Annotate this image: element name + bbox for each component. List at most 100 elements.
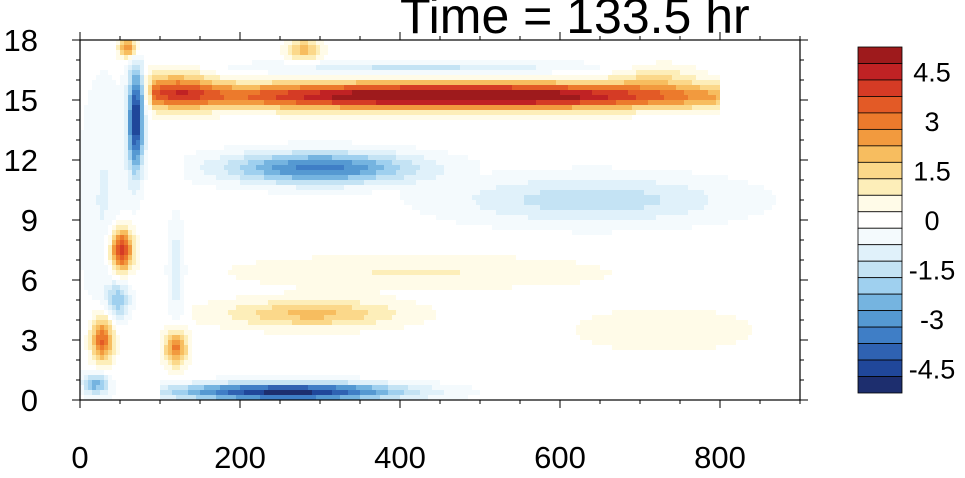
heatmap-cell (284, 55, 289, 61)
heatmap-cell (176, 115, 181, 121)
heatmap-cell (600, 175, 605, 181)
heatmap-cell (472, 155, 477, 161)
heatmap-cell (272, 145, 277, 151)
heatmap-cell (380, 115, 385, 121)
heatmap-cell (340, 75, 345, 81)
heatmap-cell (728, 155, 733, 161)
heatmap-cell (660, 165, 665, 171)
heatmap-cell (684, 40, 689, 46)
heatmap-cell (748, 50, 753, 56)
heatmap-cell (760, 85, 765, 91)
heatmap-cell (224, 110, 229, 116)
heatmap-cell (268, 45, 273, 51)
heatmap-cell (292, 95, 297, 101)
heatmap-cell (92, 105, 97, 111)
heatmap-cell (188, 80, 193, 86)
heatmap-cell (344, 100, 349, 106)
heatmap-cell (496, 170, 501, 176)
heatmap-cell (556, 115, 561, 121)
heatmap-cell (696, 75, 701, 81)
heatmap-cell (384, 175, 389, 181)
heatmap-cell (572, 145, 577, 151)
heatmap-cell (136, 55, 141, 61)
heatmap-cell (452, 40, 457, 46)
heatmap-cell (488, 130, 493, 136)
heatmap-cell (752, 65, 757, 71)
heatmap-cell (632, 80, 637, 86)
heatmap-cell (152, 105, 157, 111)
heatmap-cell (400, 110, 405, 116)
heatmap-cell (736, 55, 741, 61)
heatmap-cell (464, 105, 469, 111)
heatmap-cell (620, 105, 625, 111)
heatmap-cell (372, 50, 377, 56)
heatmap-cell (184, 140, 189, 146)
heatmap-cell (200, 80, 205, 86)
heatmap-cell (180, 120, 185, 126)
heatmap-cell (556, 105, 561, 111)
heatmap-cell (796, 120, 801, 126)
heatmap-cell (396, 50, 401, 56)
heatmap-cell (460, 100, 465, 106)
heatmap-cell (604, 165, 609, 171)
heatmap-cell (100, 170, 105, 176)
heatmap-cell (504, 175, 509, 181)
heatmap-cell (376, 55, 381, 61)
heatmap-cell (216, 70, 221, 76)
heatmap-cell (304, 70, 309, 76)
heatmap-cell (308, 95, 313, 101)
heatmap-cell (224, 115, 229, 121)
heatmap-cell (556, 55, 561, 61)
heatmap-cell (296, 110, 301, 116)
heatmap-cell (580, 65, 585, 71)
heatmap-cell (300, 150, 305, 156)
heatmap-cell (700, 165, 705, 171)
heatmap-cell (632, 150, 637, 156)
heatmap-cell (596, 135, 601, 141)
heatmap-cell (348, 120, 353, 126)
heatmap-cell (420, 120, 425, 126)
heatmap-cell (632, 60, 637, 66)
heatmap-cell (780, 130, 785, 136)
heatmap-cell (308, 120, 313, 126)
heatmap-cell (516, 150, 521, 156)
heatmap-cell (788, 105, 793, 111)
heatmap-cell (776, 105, 781, 111)
heatmap-cell (492, 95, 497, 101)
heatmap-cell (152, 45, 157, 51)
heatmap-cell (580, 70, 585, 76)
heatmap-cell (336, 80, 341, 86)
heatmap-cell (344, 115, 349, 121)
heatmap-cell (704, 50, 709, 56)
heatmap-cell (112, 85, 117, 91)
heatmap-cell (524, 40, 529, 46)
heatmap-cell (620, 65, 625, 71)
heatmap-cell (116, 55, 121, 61)
heatmap-cell (556, 165, 561, 171)
heatmap-cell (700, 80, 705, 86)
heatmap-cell (404, 135, 409, 141)
heatmap-cell (792, 120, 797, 126)
heatmap-cell (640, 135, 645, 141)
heatmap-cell (508, 150, 513, 156)
heatmap-cell (504, 50, 509, 56)
heatmap-cell (372, 80, 377, 86)
heatmap-cell (580, 85, 585, 91)
heatmap-cell (404, 85, 409, 91)
heatmap-cell (676, 125, 681, 131)
heatmap-cell (620, 155, 625, 161)
heatmap-cell (88, 50, 93, 56)
heatmap-cell (424, 125, 429, 131)
heatmap-cell (256, 160, 261, 166)
heatmap-cell (708, 55, 713, 61)
heatmap-cell (592, 85, 597, 91)
heatmap-cell (428, 115, 433, 121)
heatmap-cell (280, 50, 285, 56)
heatmap-cell (712, 90, 717, 96)
heatmap-cell (136, 140, 141, 146)
heatmap-cell (336, 175, 341, 181)
heatmap-cell (460, 175, 465, 181)
heatmap-cell (112, 60, 117, 66)
heatmap-cell (388, 145, 393, 151)
heatmap-cell (360, 45, 365, 51)
